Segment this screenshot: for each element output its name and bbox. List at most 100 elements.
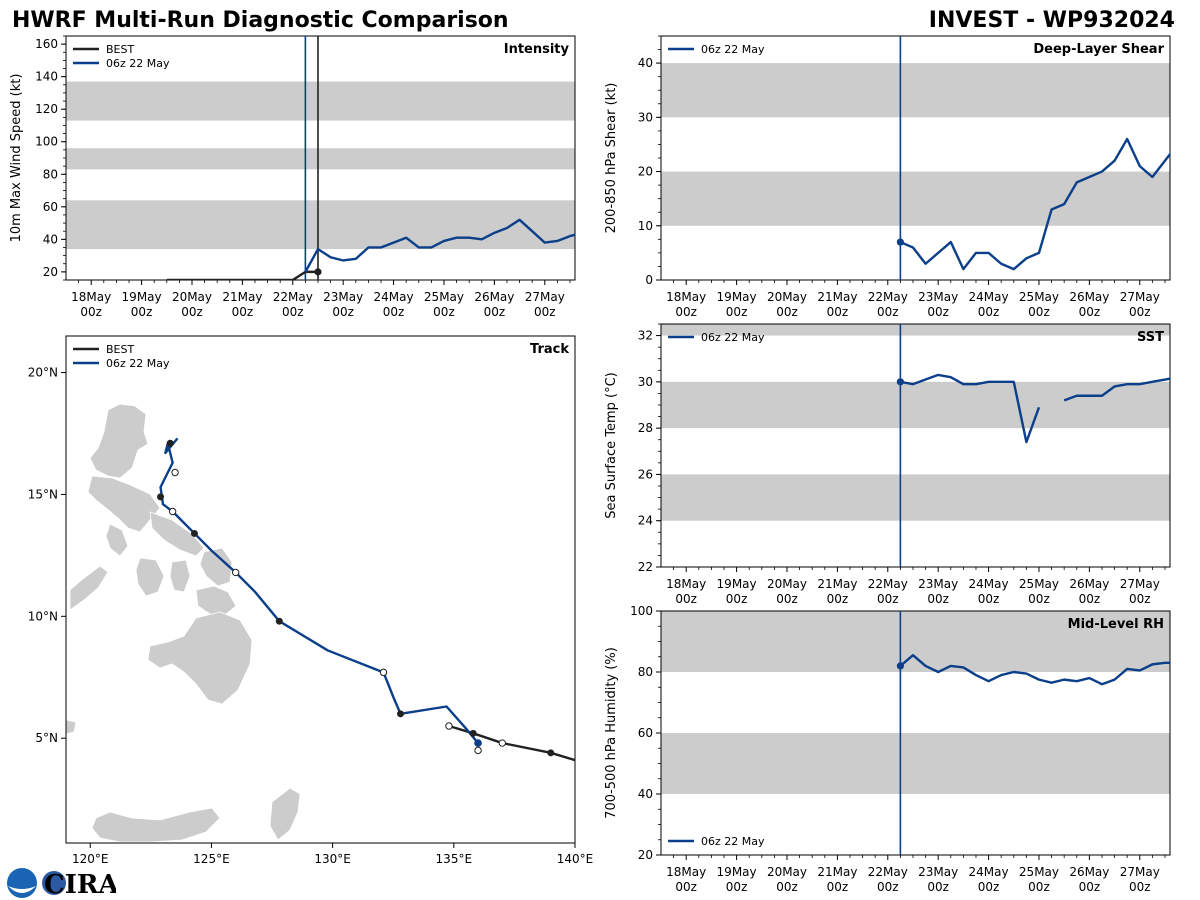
x-tick-label: 00z <box>726 880 748 894</box>
x-tick-label: 23May <box>323 290 363 304</box>
x-tick-label: 27May <box>525 290 565 304</box>
luzon-central <box>87 475 161 533</box>
x-tick-label: 22May <box>868 290 908 304</box>
x-tick-label: 21May <box>817 865 857 879</box>
x-tick-label: 23May <box>918 865 958 879</box>
series-group <box>166 218 575 280</box>
panel-title-rh: Mid-Level RH <box>1068 617 1164 632</box>
y-tick-label: 22 <box>638 560 653 574</box>
legend-label-best: BEST <box>106 43 134 56</box>
legend-rh: 06z 22 May <box>668 835 765 848</box>
shade-band <box>66 148 575 170</box>
track-point-filled <box>166 439 174 447</box>
x-tick-label: 27May <box>1120 577 1160 591</box>
x-tick-label: 24May <box>969 577 1009 591</box>
y-tick-label: 10 <box>638 219 653 233</box>
legend-label-run: 06z 22 May <box>701 43 765 56</box>
legend-label-run: 06z 22 May <box>701 331 765 344</box>
x-tick-label: 00z <box>726 592 748 606</box>
x-tick-label: 18May <box>666 577 706 591</box>
luzon-north <box>89 403 149 479</box>
x-tick-label: 26May <box>1069 865 1109 879</box>
series-line-run <box>1063 377 1170 402</box>
y-tick-label: 100 <box>630 604 653 618</box>
x-tick-label: 00z <box>877 880 899 894</box>
x-axis: 18May00z19May00z20May00z21May00z22May00z… <box>666 567 1166 606</box>
series-line-run <box>899 654 1170 686</box>
track-point-filled <box>469 729 477 737</box>
palawan <box>69 565 109 611</box>
x-tick-label: 00z <box>1129 880 1151 894</box>
panel-track: 5°N 10°N 15°N 20°N 120°E 125°E 130°E 135°E 140°E… <box>28 335 593 866</box>
x-tick-label: 22May <box>868 865 908 879</box>
y-tick-label: 26 <box>638 467 653 481</box>
panel-rh: 20 40 60 80 100 700-500 hPa Humidity (%) 18May… <box>604 604 1171 894</box>
x-tick-label: 00z <box>1129 305 1151 319</box>
track-point-run <box>474 739 482 747</box>
track-point-open <box>379 668 388 677</box>
x-tick-label: 25May <box>1019 865 1059 879</box>
x-tick-label: 00z <box>776 880 798 894</box>
x-tick-label: 21May <box>817 290 857 304</box>
x-tick-label: 00z <box>1079 305 1101 319</box>
y-tick-label: 40 <box>43 232 58 246</box>
x-tick-label: 00z <box>827 880 849 894</box>
x-tick-label: 18May <box>71 290 111 304</box>
cira-globe-icon <box>42 871 66 895</box>
track-point-open <box>168 507 177 516</box>
y-tick-label: 80 <box>43 167 58 181</box>
shade-band <box>661 474 1170 521</box>
y-axis: 5°N 10°N 15°N 20°N <box>28 366 66 745</box>
y-axis-label: Sea Surface Temp (°C) <box>604 372 619 519</box>
y-tick-label: 100 <box>35 135 58 149</box>
legend-shear: 06z 22 May <box>668 43 765 56</box>
x-tick-label: 140°E <box>557 852 594 866</box>
x-tick-label: 00z <box>927 305 949 319</box>
x-tick-label: 22May <box>868 577 908 591</box>
shade-band <box>66 81 575 121</box>
y-tick-label: 120 <box>35 102 58 116</box>
x-tick-label: 120°E <box>72 852 109 866</box>
y-tick-label: 30 <box>638 110 653 124</box>
x-tick-label: 00z <box>1079 592 1101 606</box>
x-tick-label: 00z <box>80 305 102 319</box>
x-tick-label: 00z <box>433 305 455 319</box>
y-tick-label: 28 <box>638 421 653 435</box>
series-line-best <box>166 270 318 280</box>
panel-title-sst: SST <box>1137 330 1164 345</box>
track-point-filled <box>547 749 555 757</box>
y-tick-label: 40 <box>638 56 653 70</box>
series-group <box>896 137 1170 271</box>
y-tick-label: 80 <box>638 665 653 679</box>
plot-frame <box>65 335 576 844</box>
figure-title: HWRF Multi-Run Diagnostic Comparison <box>12 8 509 33</box>
shade-band <box>661 63 1170 118</box>
y-tick-label: 20 <box>638 848 653 862</box>
series-marker-run <box>896 378 904 386</box>
x-tick-label: 27May <box>1120 290 1160 304</box>
x-tick-label: 00z <box>484 305 506 319</box>
shade-band <box>661 611 1170 672</box>
x-tick-label: 125°E <box>193 852 230 866</box>
x-tick-label: 19May <box>717 290 757 304</box>
x-tick-label: 20May <box>767 290 807 304</box>
sulawesi-north <box>91 807 221 843</box>
x-tick-label: 135°E <box>436 852 473 866</box>
x-tick-label: 19May <box>122 290 162 304</box>
halmahera <box>269 787 301 841</box>
x-tick-label: 20May <box>767 865 807 879</box>
x-axis: 120°E 125°E 130°E 135°E 140°E <box>72 843 593 866</box>
series-marker-run <box>896 238 904 246</box>
panel-title-shear: Deep-Layer Shear <box>1033 42 1164 57</box>
x-tick-label: 00z <box>675 305 697 319</box>
x-tick-label: 00z <box>1079 880 1101 894</box>
x-tick-label: 26May <box>1069 290 1109 304</box>
track-point-filled <box>396 710 404 718</box>
x-tick-label: 23May <box>918 577 958 591</box>
x-axis: 18May00z19May00z20May00z21May00z22May00z… <box>666 855 1166 894</box>
panay <box>135 557 165 597</box>
panel-title-intensity: Intensity <box>504 42 570 57</box>
x-tick-label: 00z <box>383 305 405 319</box>
